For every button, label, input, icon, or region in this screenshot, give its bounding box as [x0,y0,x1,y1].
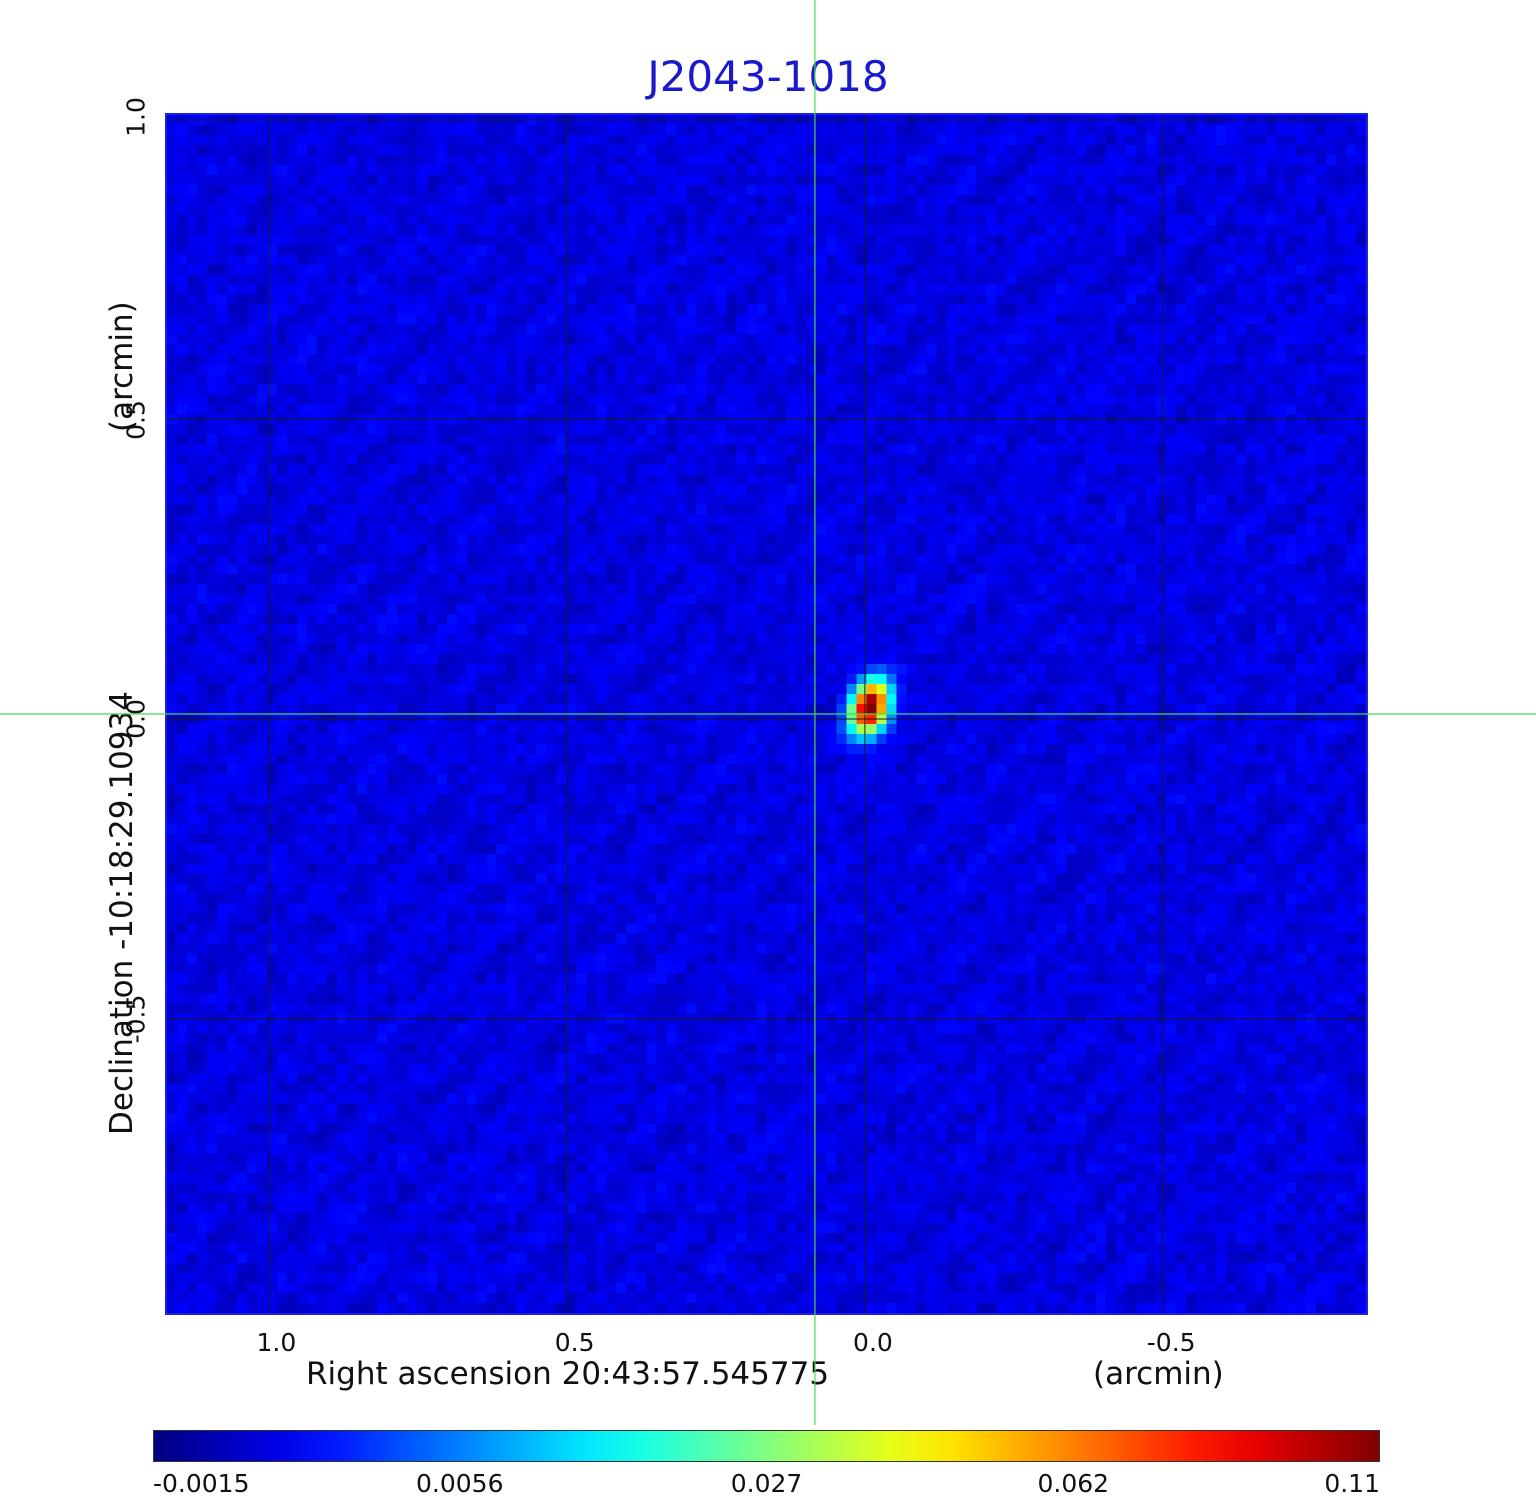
x-tick-label: -0.5 [1146,1328,1196,1357]
colorbar-tick-label: -0.0015 [153,1469,250,1498]
colorbar [153,1430,1380,1462]
x-axis-unit: (arcmin) [1093,1356,1224,1392]
coordinate-grid [167,115,1366,1313]
colorbar-tick-label: 0.062 [1037,1469,1110,1498]
y-axis-label: Declination -10:18:29.10934 [104,691,140,1135]
y-axis-unit: (arcmin) [104,301,140,432]
x-tick-label: 1.0 [256,1328,297,1357]
x-axis-label: Right ascension 20:43:57.545775 [306,1356,830,1392]
colorbar-tick-label: 0.027 [730,1469,803,1498]
colorbar-tick-label: 0.11 [1324,1469,1380,1498]
chart-title: J2043-1018 [647,52,889,101]
colorbar-tick-label: 0.0056 [416,1469,504,1498]
y-tick-label: 1.0 [121,97,151,137]
image-plot-area[interactable] [165,113,1368,1315]
x-tick-label: 0.0 [853,1328,893,1357]
x-tick-label: 0.5 [554,1328,595,1357]
